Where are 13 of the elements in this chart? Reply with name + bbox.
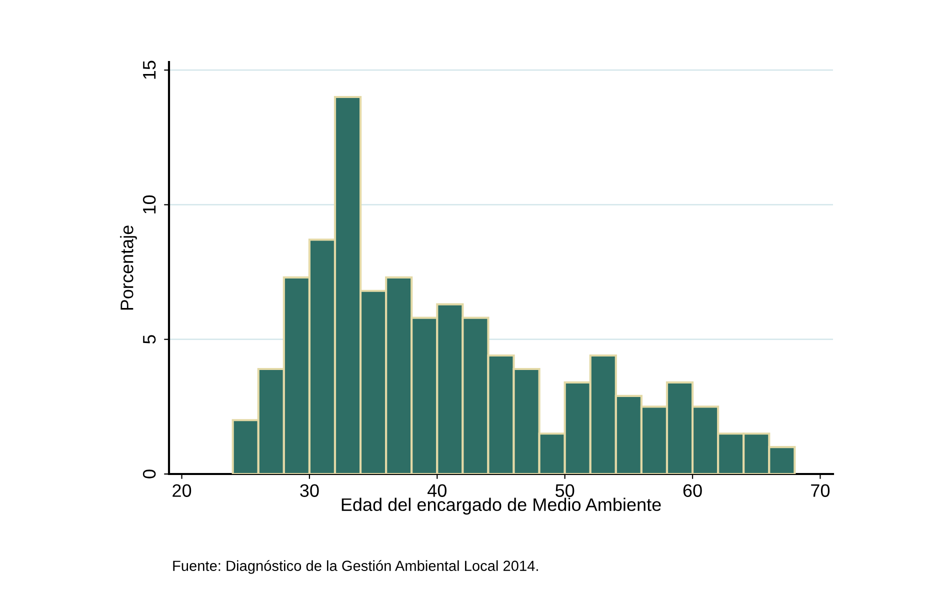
y-tick-label: 15 [143,60,156,79]
x-axis-title: Edad del encargado de Medio Ambiente [342,498,661,515]
x-tick-label: 50 [556,484,574,497]
x-tick-label: 70 [811,484,830,497]
x-tick-label: 30 [300,484,319,497]
x-tick-label: 60 [683,484,702,497]
x-tick-label: 40 [428,484,446,497]
y-tick-label: 0 [142,470,156,478]
x-tick-label: 20 [172,484,192,497]
y-tick-label: 5 [143,335,156,344]
y-axis-title: Porcentaje [120,226,137,310]
y-tick-label: 10 [142,195,156,214]
source-note: Fuente: Diagnóstico de la Gestión Ambiental Local 2014. [173,560,538,574]
